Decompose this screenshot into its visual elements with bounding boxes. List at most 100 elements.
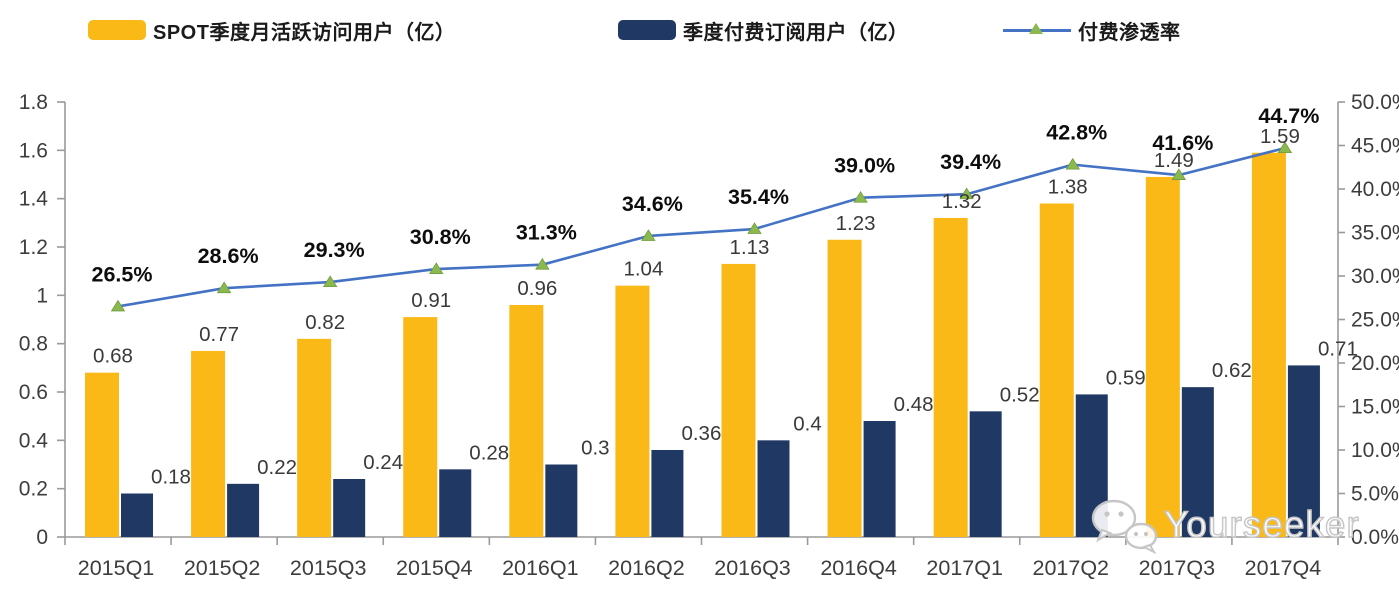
left-axis-tick-label: 1.2 — [19, 236, 48, 259]
penetration-line — [117, 146, 1286, 308]
penetration-label: 41.6% — [1152, 131, 1213, 155]
line-marker-triangle-icon — [641, 229, 656, 241]
right-axis-tick-label: 50.0% — [1351, 91, 1399, 114]
line-marker-triangle-icon — [1171, 168, 1187, 180]
bar-label-mau: 0.77 — [199, 323, 239, 346]
x-axis-category-label: 2017Q1 — [926, 556, 1003, 580]
line-marker-triangle-icon — [1065, 157, 1080, 170]
x-axis-category-label: 2015Q1 — [78, 556, 155, 580]
bar-mau — [1039, 203, 1074, 537]
left-axis-tick-label: 1.4 — [19, 188, 49, 211]
bar-label-mau: 1.32 — [942, 190, 982, 213]
x-axis-category-label: 2015Q3 — [290, 556, 367, 580]
bar-label-mau: 1.13 — [730, 236, 770, 259]
bar-label-subscribers: 0.52 — [1000, 383, 1040, 406]
right-axis-tick-label: 0.0% — [1351, 526, 1399, 549]
line-marker-triangle-icon — [429, 262, 444, 274]
x-axis-category-label: 2016Q2 — [608, 556, 685, 580]
penetration-label: 39.0% — [834, 154, 895, 178]
bar-label-subscribers: 0.36 — [681, 422, 721, 445]
x-axis-category-label: 2016Q4 — [820, 556, 897, 580]
bar-label-mau: 1.23 — [836, 212, 876, 235]
right-axis-tick-label: 15.0% — [1351, 396, 1399, 419]
penetration-label: 30.8% — [410, 225, 471, 249]
left-axis-tick-label: 1.8 — [19, 91, 48, 114]
left-axis-tick-label: 1 — [36, 284, 48, 307]
right-axis-tick-label: 20.0% — [1351, 352, 1399, 375]
bar-label-mau: 1.38 — [1048, 176, 1088, 199]
left-axis-tick-label: 0.2 — [19, 478, 48, 501]
bar-mau — [191, 350, 226, 537]
right-axis-tick-label: 25.0% — [1351, 309, 1399, 332]
right-axis-tick-label: 45.0% — [1351, 135, 1399, 158]
line-marker-triangle-icon — [322, 275, 338, 287]
left-axis-tick-label: 0.8 — [19, 333, 48, 356]
bar-subscribers — [651, 450, 684, 537]
x-axis-category-label: 2015Q2 — [184, 556, 261, 580]
legend-swatch-mau-icon — [88, 20, 146, 40]
bar-subscribers — [757, 440, 790, 537]
x-axis-category-label: 2017Q3 — [1139, 556, 1216, 580]
legend-item-mau: SPOT季度月活跃访问用户（亿） — [88, 17, 455, 44]
bar-subscribers — [545, 464, 578, 537]
line-marker-triangle-icon — [216, 281, 232, 294]
penetration-label: 42.8% — [1046, 121, 1107, 145]
legend-item-subscribers: 季度付费订阅用户（亿） — [618, 17, 909, 44]
right-axis-tick-label: 40.0% — [1351, 178, 1399, 201]
bar-subscribers — [1075, 394, 1108, 537]
x-axis-category-label: 2017Q4 — [1245, 556, 1322, 580]
bar-mau — [403, 317, 438, 537]
bar-subscribers — [121, 493, 153, 537]
bar-label-subscribers: 0.59 — [1106, 366, 1146, 389]
bar-label-subscribers: 0.18 — [151, 466, 191, 489]
legend-item-penetration: 付费渗透率 — [1003, 17, 1181, 44]
bar-subscribers — [333, 479, 366, 537]
right-axis-tick-label: 30.0% — [1351, 265, 1399, 288]
line-marker-triangle-icon — [535, 257, 550, 270]
bar-label-mau: 0.68 — [93, 345, 133, 368]
legend-swatch-subscribers-icon — [618, 20, 676, 40]
left-axis-tick-label: 0.4 — [19, 429, 49, 452]
x-axis-category-label: 2015Q4 — [396, 556, 473, 580]
bar-label-mau: 0.82 — [305, 311, 345, 334]
bar-label-mau: 1.59 — [1260, 125, 1300, 148]
left-axis-tick-label: 0 — [36, 526, 48, 549]
bar-label-subscribers: 0.62 — [1212, 359, 1252, 382]
bar-label-subscribers: 0.24 — [363, 451, 403, 474]
bar-subscribers — [227, 483, 260, 537]
line-marker-triangle-icon — [1277, 141, 1293, 154]
bar-label-mau: 1.49 — [1154, 149, 1194, 172]
bar-label-subscribers: 0.4 — [793, 412, 822, 435]
penetration-label: 29.3% — [304, 238, 365, 262]
bar-label-subscribers: 0.71 — [1318, 337, 1358, 360]
left-axis-tick-label: 0.6 — [19, 381, 48, 404]
penetration-label: 31.3% — [516, 221, 577, 245]
bar-label-mau: 1.04 — [623, 258, 663, 281]
penetration-label: 39.4% — [940, 150, 1001, 174]
line-marker-triangle-icon — [747, 222, 762, 234]
x-axis-category-label: 2016Q3 — [714, 556, 791, 580]
bar-mau — [721, 263, 756, 537]
bar-subscribers — [863, 421, 896, 537]
bar-mau — [827, 239, 862, 537]
left-axis-tick-label: 1.6 — [19, 139, 48, 162]
bar-mau — [1145, 176, 1180, 537]
right-axis-tick-label: 5.0% — [1351, 483, 1399, 506]
bar-label-mau: 0.91 — [411, 289, 451, 312]
line-marker-triangle-icon — [959, 187, 974, 200]
bar-mau — [1251, 152, 1286, 537]
x-axis-category-label: 2017Q2 — [1032, 556, 1109, 580]
bar-label-subscribers: 0.3 — [581, 437, 610, 460]
penetration-label: 26.5% — [92, 262, 153, 286]
bar-subscribers — [1181, 387, 1214, 537]
bar-mau — [297, 338, 332, 537]
bar-label-subscribers: 0.22 — [257, 456, 297, 479]
penetration-label: 35.4% — [728, 185, 789, 209]
x-axis-category-label: 2016Q1 — [502, 556, 579, 580]
bar-mau — [615, 285, 650, 537]
bar-mau — [933, 218, 968, 537]
legend-triangle-marker-icon — [1029, 23, 1043, 34]
legend-label-penetration: 付费渗透率 — [1078, 21, 1181, 44]
